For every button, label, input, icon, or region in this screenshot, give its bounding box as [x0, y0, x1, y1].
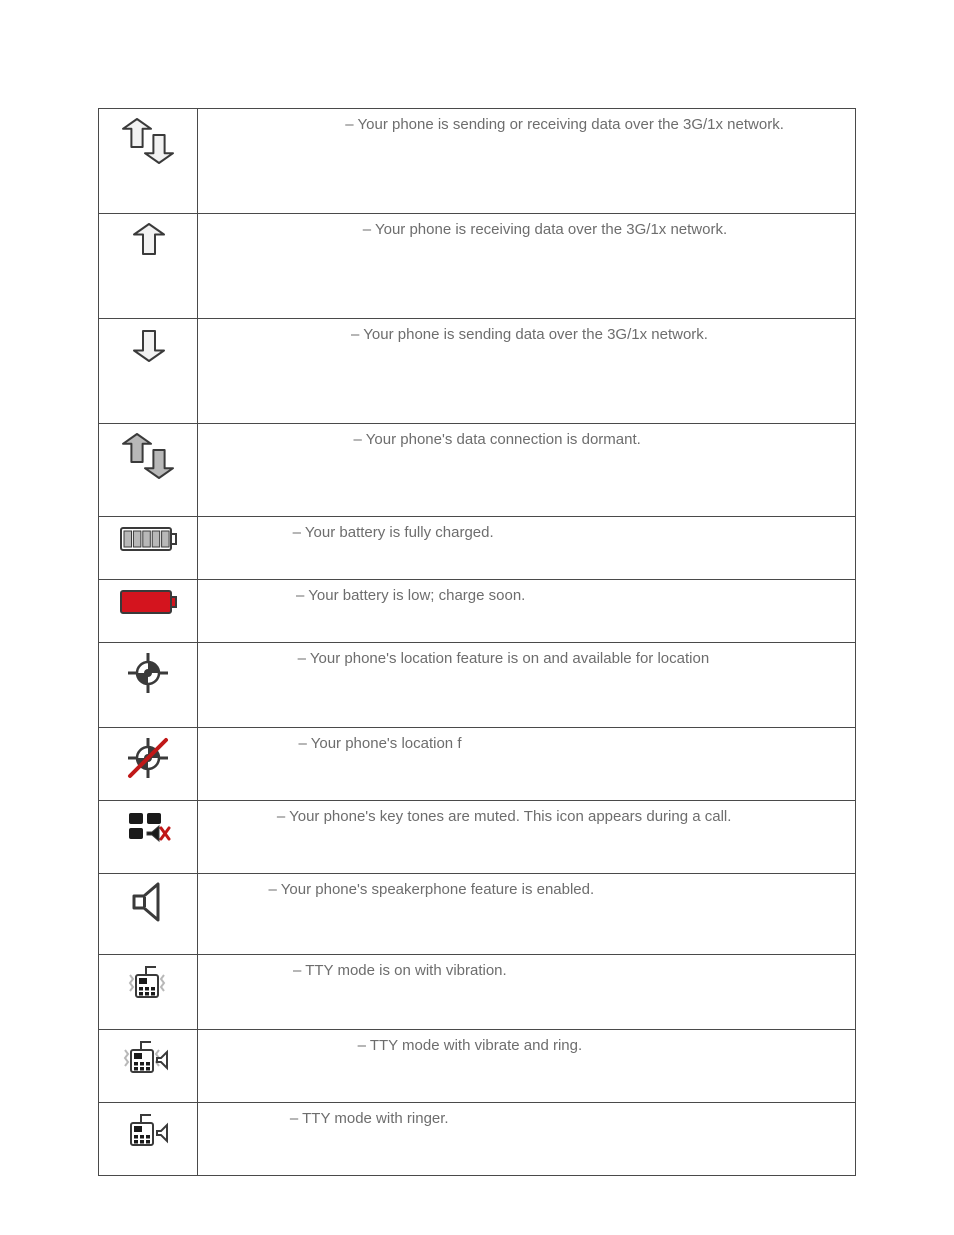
- row-desc: Your phone's key tones are muted. This i…: [289, 808, 731, 825]
- tty-ring-icon: [121, 1109, 175, 1149]
- data-both-icon: [117, 430, 179, 492]
- row-dash: –: [292, 587, 308, 604]
- row-dash: –: [294, 735, 310, 752]
- icon-cell: [99, 643, 198, 728]
- row-label: Key Mute: [206, 808, 273, 825]
- row-label: Speaker: [206, 881, 264, 898]
- row-dash: –: [286, 1110, 302, 1127]
- table-row: Location On – Your phone's location feat…: [99, 643, 856, 728]
- data-in-icon: [122, 220, 174, 282]
- icon-cell: [99, 214, 198, 319]
- description-cell: TTY Ringer – TTY mode with ringer.: [198, 1103, 856, 1176]
- icon-cell: [99, 109, 198, 214]
- icon-cell: [99, 580, 198, 643]
- table-row: TTY Vibrate – TTY mode is on with vibrat…: [99, 955, 856, 1030]
- icon-cell: [99, 319, 198, 424]
- icon-cell: [99, 1103, 198, 1176]
- table-row: Speaker – Your phone's speakerphone feat…: [99, 874, 856, 955]
- tty-vibrate-ring-icon: [121, 1036, 175, 1076]
- table-row: Battery Full – Your battery is fully cha…: [99, 517, 856, 580]
- location-off-icon: [124, 734, 172, 782]
- icon-cell: [99, 1030, 198, 1103]
- row-label: TTY Vibrate: [206, 962, 289, 979]
- table-row: TTY Vibrate + Ringer – TTY mode with vib…: [99, 1030, 856, 1103]
- description-cell: TTY Vibrate + Ringer – TTY mode with vib…: [198, 1030, 856, 1103]
- row-desc: Your phone is sending data over the 3G/1…: [363, 326, 708, 343]
- row-dash: –: [289, 524, 305, 541]
- table-row: Key Mute – Your phone's key tones are mu…: [99, 801, 856, 874]
- table-row: 3G/1x Data Sending – Your phone is sendi…: [99, 319, 856, 424]
- table-body: 3G/1x Data Service – Your phone is sendi…: [99, 109, 856, 1176]
- row-label: TTY Vibrate + Ringer: [206, 1037, 353, 1054]
- row-dash: –: [294, 650, 310, 667]
- description-cell: Location Off – Your phone's location fea…: [198, 728, 856, 801]
- row-dash: –: [341, 116, 357, 133]
- description-cell: Location On – Your phone's location feat…: [198, 643, 856, 728]
- description-cell: Battery Low – Your battery is low; charg…: [198, 580, 856, 643]
- icon-cell: [99, 955, 198, 1030]
- description-cell: Key Mute – Your phone's key tones are mu…: [198, 801, 856, 874]
- table-row: 3G/1x Data Receiving – Your phone is rec…: [99, 214, 856, 319]
- row-dash: –: [353, 1037, 369, 1054]
- location-on-icon: [124, 649, 172, 697]
- row-desc: Your battery is fully charged.: [305, 524, 494, 541]
- tty-vibrate-icon: [126, 961, 170, 1001]
- row-desc2: eature is off.: [462, 735, 551, 752]
- row-desc: TTY mode with vibrate and ring.: [370, 1037, 582, 1054]
- table-row: TTY Ringer – TTY mode with ringer.: [99, 1103, 856, 1176]
- row-desc2: -based services.: [709, 650, 826, 667]
- table-row: Battery Low – Your battery is low; charg…: [99, 580, 856, 643]
- speaker-icon: [128, 880, 168, 926]
- description-cell: 3G/1x Data Receiving – Your phone is rec…: [198, 214, 856, 319]
- row-dash: –: [349, 431, 365, 448]
- row-desc: Your phone's speakerphone feature is ena…: [281, 881, 594, 898]
- description-cell: Speaker – Your phone's speakerphone feat…: [198, 874, 856, 955]
- row-label: Battery Full: [206, 524, 289, 541]
- description-cell: TTY Vibrate – TTY mode is on with vibrat…: [198, 955, 856, 1030]
- row-desc: Your phone is receiving data over the 3G…: [375, 221, 727, 238]
- table-row: 3G/1x Data Dormant – Your phone's data c…: [99, 424, 856, 517]
- row-dash: –: [289, 962, 305, 979]
- row-desc: TTY mode with ringer.: [302, 1110, 448, 1127]
- row-label: 3G/1x Data Dormant: [206, 431, 349, 448]
- key-mute-icon: [125, 807, 171, 843]
- row-dash: –: [264, 881, 280, 898]
- row-desc: Your phone is sending or receiving data …: [358, 116, 784, 133]
- row-desc: Your phone's location f: [311, 735, 462, 752]
- row-dash: –: [347, 326, 363, 343]
- row-desc: Your phone's data connection is dormant.: [366, 431, 641, 448]
- row-label: Location Off: [206, 735, 294, 752]
- row-desc: TTY mode is on with vibration.: [305, 962, 506, 979]
- row-label: 3G/1x Data Service: [206, 116, 341, 133]
- icon-cell: [99, 424, 198, 517]
- row-dash: –: [359, 221, 375, 238]
- icon-cell: [99, 517, 198, 580]
- row-label: Location On: [206, 650, 294, 667]
- icon-cell: [99, 801, 198, 874]
- battery-full-icon: [118, 523, 178, 555]
- row-desc: Your battery is low; charge soon.: [308, 587, 525, 604]
- row-label: TTY Ringer: [206, 1110, 286, 1127]
- row-desc: Your phone's location feature is on and …: [310, 650, 709, 667]
- icon-cell: [99, 874, 198, 955]
- description-cell: 3G/1x Data Sending – Your phone is sendi…: [198, 319, 856, 424]
- description-cell: 3G/1x Data Service – Your phone is sendi…: [198, 109, 856, 214]
- description-cell: Battery Full – Your battery is fully cha…: [198, 517, 856, 580]
- row-label: 3G/1x Data Sending: [206, 326, 347, 343]
- icon-cell: [99, 728, 198, 801]
- description-cell: 3G/1x Data Dormant – Your phone's data c…: [198, 424, 856, 517]
- page-number: 12: [0, 1189, 954, 1205]
- page-container: 3G/1x Data Service – Your phone is sendi…: [0, 0, 954, 1235]
- row-label: 3G/1x Data Receiving: [206, 221, 359, 238]
- data-both-icon: [117, 115, 179, 177]
- table-row: Location Off – Your phone's location fea…: [99, 728, 856, 801]
- battery-low-icon: [118, 586, 178, 618]
- table-row: 3G/1x Data Service – Your phone is sendi…: [99, 109, 856, 214]
- data-out-icon: [122, 325, 174, 387]
- icon-description-table: 3G/1x Data Service – Your phone is sendi…: [98, 108, 856, 1176]
- row-label: Battery Low: [206, 587, 292, 604]
- row-dash: –: [273, 808, 289, 825]
